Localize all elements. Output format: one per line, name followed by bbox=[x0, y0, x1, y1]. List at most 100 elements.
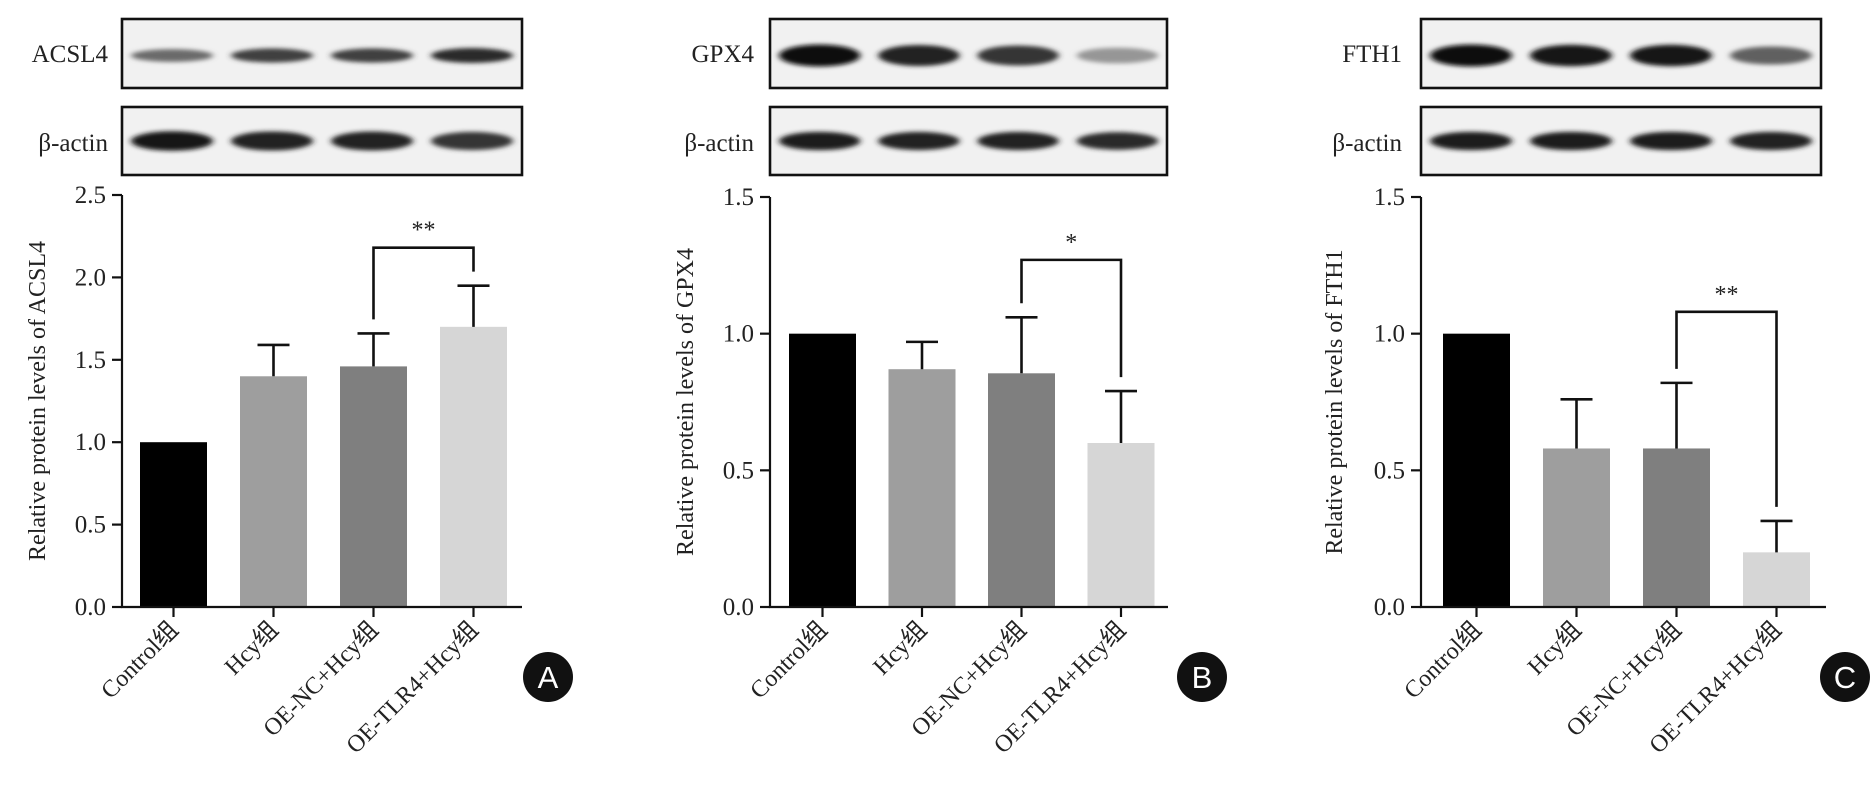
blot-label-actin: β-actin bbox=[1332, 130, 1402, 157]
y-tick-label: 1.0 bbox=[1374, 321, 1405, 348]
error-bar-3 bbox=[1005, 315, 1038, 374]
western-blot-b: GPX4 β-actin bbox=[684, 17, 1169, 177]
blot-band-actin-2 bbox=[231, 131, 313, 151]
blot-band-target-1 bbox=[778, 44, 861, 67]
significance-label: ** bbox=[412, 218, 436, 244]
blot-band-actin-2 bbox=[878, 131, 960, 151]
y-axis-label: Relative protein levels of FTH1 bbox=[1322, 249, 1348, 554]
y-tick-label: 1.5 bbox=[723, 184, 754, 211]
axes bbox=[768, 197, 1168, 609]
y-tick-label: 1.0 bbox=[75, 429, 106, 456]
panel-letter-b-badge: B bbox=[1177, 652, 1227, 702]
blot-label-gpx4: GPX4 bbox=[691, 41, 754, 68]
bar-1 bbox=[1443, 333, 1510, 607]
blot-label-fth1: FTH1 bbox=[1342, 41, 1402, 68]
bar-4 bbox=[1087, 443, 1155, 607]
y-tick-label: 1.0 bbox=[723, 321, 754, 348]
axes bbox=[120, 195, 522, 609]
significance-bracket bbox=[1020, 258, 1123, 378]
x-tick-label: Control组 bbox=[1399, 616, 1487, 704]
error-bar-2 bbox=[257, 343, 290, 377]
blot-band-target-3 bbox=[331, 48, 413, 63]
panel-letter-c-circle bbox=[1820, 652, 1870, 702]
panel-letter-b-circle bbox=[1177, 652, 1227, 702]
panel-b: GPX4 β-actin Relative protein levels of … bbox=[673, 17, 1227, 759]
y-tick-label: 2.0 bbox=[75, 264, 106, 291]
error-bar-4 bbox=[1105, 389, 1137, 443]
blot-band-actin-4 bbox=[431, 131, 513, 151]
blot-label-actin: β-actin bbox=[38, 130, 108, 157]
bar-chart-fth1: Relative protein levels of FTH1 0.0 0.5 1.0… bbox=[1322, 184, 1826, 759]
bar-chart-acsl4: Relative protein levels of ACSL4 0.0 0.5 1.… bbox=[25, 182, 522, 759]
western-blot-a: ACSL4 β-actin bbox=[32, 17, 524, 177]
error-bar-4 bbox=[1760, 519, 1793, 553]
y-tick-label: 0.0 bbox=[1374, 594, 1405, 621]
panel-letter-a: A bbox=[538, 660, 559, 695]
bar-chart-gpx4: Relative protein levels of GPX4 0.0 0.5 1.0… bbox=[673, 184, 1168, 759]
panel-letter-a-circle bbox=[523, 652, 573, 702]
error-bar-2 bbox=[1560, 397, 1593, 449]
y-tick-label: 0.0 bbox=[75, 594, 106, 621]
bar-2 bbox=[240, 376, 307, 607]
blot-band-actin-3 bbox=[977, 131, 1059, 151]
bar-2 bbox=[1543, 448, 1610, 607]
y-tick-label: 0.5 bbox=[1374, 457, 1405, 484]
x-tick-label: Hcy组 bbox=[868, 616, 932, 680]
y-tick-label: 1.5 bbox=[1374, 184, 1405, 211]
bar-3 bbox=[988, 373, 1055, 607]
blot-band-target-4 bbox=[1730, 46, 1812, 65]
error-bar-2 bbox=[906, 340, 938, 370]
y-tick-label: 0.5 bbox=[723, 457, 754, 484]
error-bar-3 bbox=[1660, 381, 1693, 449]
panel-letter-b: B bbox=[1192, 660, 1213, 695]
y-axis-label: Relative protein levels of GPX4 bbox=[673, 248, 699, 556]
blot-band-actin-1 bbox=[131, 131, 213, 151]
panel-a: ACSL4 β-actin Relative protein levels of… bbox=[25, 17, 573, 759]
x-tick-label: Hcy组 bbox=[219, 616, 283, 680]
significance-bracket bbox=[372, 246, 475, 320]
panel-c: FTH1 β-actin Relative protein levels of … bbox=[1322, 17, 1870, 759]
y-axis-label: Relative protein levels of ACSL4 bbox=[25, 241, 51, 561]
axes bbox=[1419, 197, 1826, 609]
y-tick-label: 0.5 bbox=[75, 512, 106, 539]
bar-1 bbox=[789, 333, 856, 607]
blot-label-actin: β-actin bbox=[684, 130, 754, 157]
blot-band-actin-3 bbox=[1630, 131, 1712, 151]
blot-band-actin-3 bbox=[331, 131, 413, 151]
bar-4 bbox=[440, 326, 507, 607]
bar-1 bbox=[140, 442, 207, 607]
blot-band-target-2 bbox=[878, 44, 960, 67]
x-tick-label: Hcy组 bbox=[1522, 616, 1586, 680]
bar-3 bbox=[340, 366, 407, 607]
x-tick-label: Control组 bbox=[96, 616, 184, 704]
blot-band-actin-4 bbox=[1076, 132, 1159, 150]
blot-band-target-3 bbox=[1630, 44, 1712, 67]
significance-label: ** bbox=[1715, 282, 1739, 308]
panel-letter-c-badge: C bbox=[1820, 652, 1870, 702]
significance-label: * bbox=[1065, 230, 1077, 256]
blot-band-target-1 bbox=[1430, 44, 1512, 67]
blot-band-target-2 bbox=[1530, 44, 1612, 67]
panel-letter-c: C bbox=[1834, 660, 1856, 695]
blot-band-target-1 bbox=[131, 49, 213, 62]
y-tick-label: 1.5 bbox=[75, 347, 106, 374]
blot-label-acsl4: ACSL4 bbox=[32, 41, 109, 68]
bar-4 bbox=[1743, 552, 1810, 607]
blot-band-target-4 bbox=[431, 48, 513, 63]
western-blot-c: FTH1 β-actin bbox=[1332, 17, 1823, 177]
bar-3 bbox=[1643, 448, 1710, 607]
y-tick-label: 0.0 bbox=[723, 594, 754, 621]
blot-band-actin-1 bbox=[1430, 131, 1512, 151]
bar-2 bbox=[888, 369, 956, 607]
x-tick-label: Control组 bbox=[745, 616, 833, 704]
blot-band-actin-4 bbox=[1730, 131, 1812, 151]
panel-letter-a-badge: A bbox=[523, 652, 573, 702]
significance-bracket bbox=[1675, 310, 1778, 507]
error-bar-4 bbox=[457, 284, 490, 327]
blot-band-target-3 bbox=[977, 45, 1059, 66]
y-tick-label: 2.5 bbox=[75, 182, 106, 209]
blot-band-target-2 bbox=[231, 48, 313, 63]
blot-band-target-4 bbox=[1076, 47, 1159, 64]
blot-band-actin-1 bbox=[778, 131, 861, 151]
